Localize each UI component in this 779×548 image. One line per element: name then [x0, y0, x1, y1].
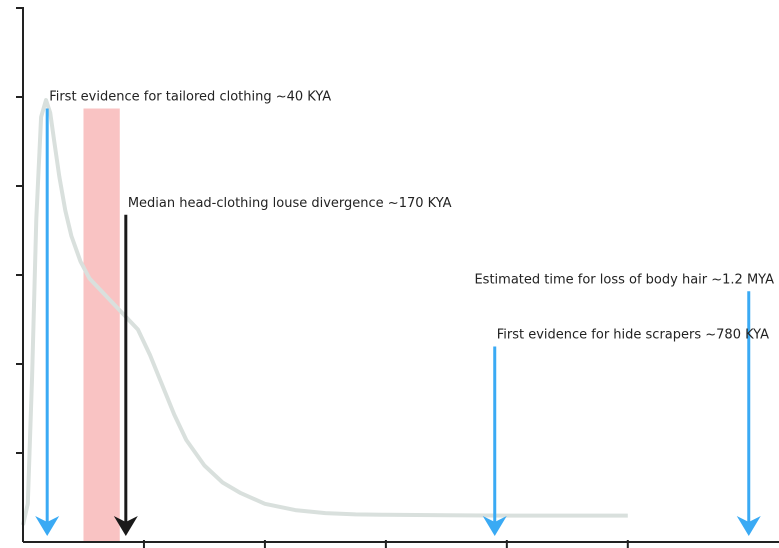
annotation-arrow-0 — [35, 108, 60, 536]
annotation-label-3: Estimated time for loss of body hair ~1.… — [474, 272, 774, 287]
annotation-arrow-2 — [482, 346, 507, 536]
arrow-head-1 — [113, 516, 138, 536]
arrow-head-3 — [736, 516, 761, 536]
arrow-head-2 — [482, 516, 507, 536]
annotation-label-1: Median head-clothing louse divergence ~1… — [128, 196, 452, 211]
annotation-arrow-3 — [736, 291, 761, 536]
annotation-arrow-1 — [113, 214, 138, 536]
annotation-label-0: First evidence for tailored clothing ~40… — [49, 90, 331, 105]
arrow-head-0 — [35, 516, 60, 536]
annotation-label-2: First evidence for hide scrapers ~780 KY… — [497, 328, 769, 343]
density-curve — [21, 98, 628, 526]
shaded-band — [83, 108, 120, 542]
